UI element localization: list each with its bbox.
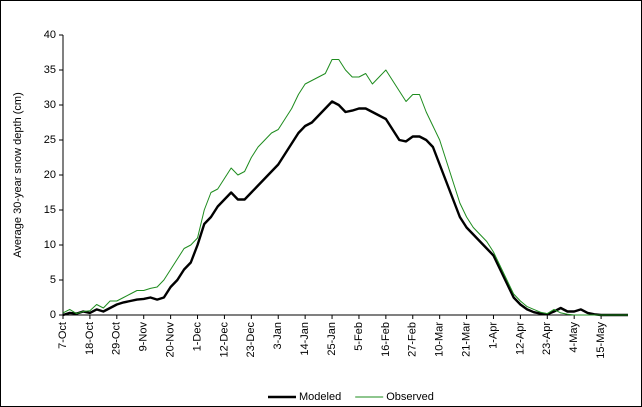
x-tick-label: 21-Mar	[460, 322, 472, 357]
series-line	[62, 100, 628, 317]
y-tick-label: 40	[44, 29, 56, 41]
x-tick-label: 12-Apr	[514, 322, 526, 355]
legend-label: Modeled	[299, 391, 341, 403]
x-tick-label: 10-Mar	[434, 322, 446, 357]
series-line	[62, 59, 628, 316]
x-tick-label: 4-May	[568, 322, 580, 353]
x-tick-label: 16-Feb	[380, 322, 392, 357]
y-tick-label: 10	[44, 239, 56, 251]
x-tick-label: 1-Dec	[191, 322, 203, 352]
x-tick-label: 18-Oct	[84, 322, 96, 355]
y-tick-label: 20	[44, 169, 56, 181]
x-tick-label: 12-Dec	[218, 322, 230, 358]
x-tick-label: 3-Jan	[272, 322, 284, 350]
x-tick-label: 25-Jan	[326, 322, 338, 356]
x-tick-label: 5-Feb	[353, 322, 365, 351]
legend-label: Observed	[386, 391, 434, 403]
x-tick-label: 7-Oct	[57, 322, 69, 349]
x-tick-label: 27-Feb	[407, 322, 419, 357]
x-tick-label: 23-Apr	[541, 322, 553, 355]
y-tick-label: 35	[44, 64, 56, 76]
x-tick-label: 23-Dec	[245, 322, 257, 358]
x-tick-label: 29-Oct	[111, 322, 123, 355]
x-tick-label: 14-Jan	[299, 322, 311, 356]
y-tick-label: 15	[44, 204, 56, 216]
y-tick-label: 5	[50, 274, 56, 286]
y-tick-label: 25	[44, 134, 56, 146]
y-axis-label: Average 30-year snow depth (cm)	[12, 92, 24, 258]
y-tick-label: 0	[50, 309, 56, 321]
x-tick-label: 1-Apr	[487, 322, 499, 349]
x-tick-label: 9-Nov	[138, 322, 150, 352]
x-tick-label: 15-May	[595, 322, 607, 359]
x-tick-label: 20-Nov	[165, 322, 177, 358]
y-tick-label: 30	[44, 99, 56, 111]
